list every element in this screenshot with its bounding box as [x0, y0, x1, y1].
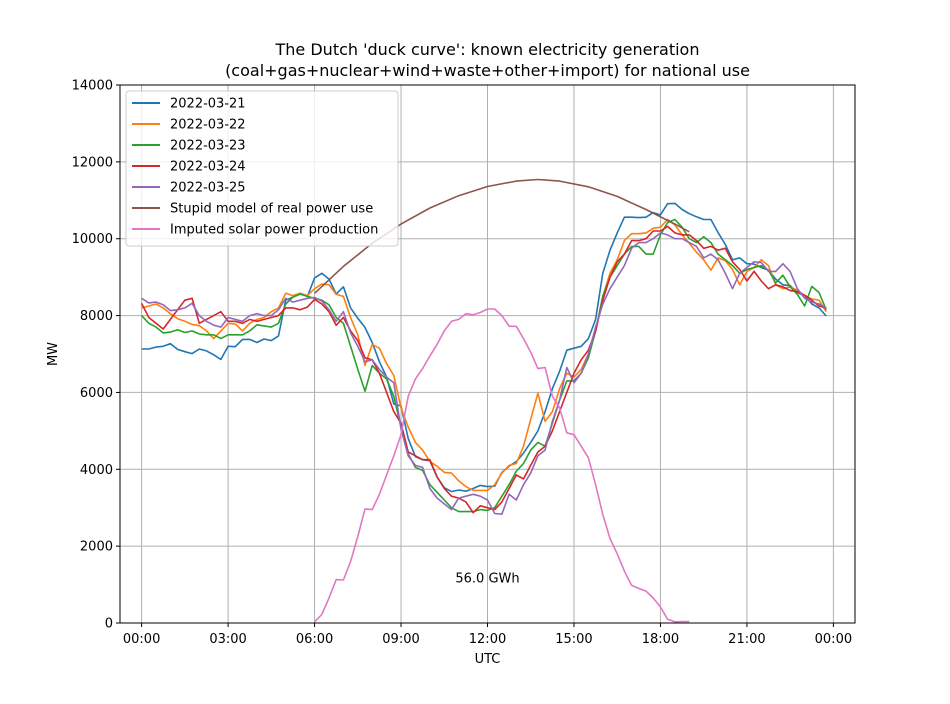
x-tick-label: 00:00 — [815, 632, 852, 647]
legend-label: 2022-03-22 — [170, 118, 246, 133]
y-axis-label: MW — [46, 342, 61, 366]
series-lines — [140, 178, 827, 623]
y-tick-label: 10000 — [72, 232, 113, 247]
series-line-1 — [141, 202, 827, 493]
x-tick-label: 18:00 — [642, 632, 679, 647]
legend-label: 2022-03-21 — [170, 97, 246, 112]
y-tick-label: 12000 — [72, 155, 113, 170]
series-line-3 — [141, 218, 827, 513]
x-tick-label: 03:00 — [209, 632, 246, 647]
energy-annotation: 56.0 GWh — [455, 572, 519, 587]
axis-ticks: 00:00 03:00 06:00 09:00 12:00 15:00 18:00 21:00… — [72, 79, 852, 648]
x-tick-label: 00:00 — [123, 632, 160, 647]
series-line-5 — [141, 232, 827, 516]
x-tick-label: 12:00 — [469, 632, 506, 647]
series-line-4 — [140, 225, 827, 514]
chart-title-line-1: The Dutch 'duck curve': known electricit… — [275, 40, 700, 59]
y-tick-label: 14000 — [72, 79, 113, 94]
x-tick-label: 15:00 — [555, 632, 592, 647]
x-tick-label: 09:00 — [382, 632, 419, 647]
chart-title: The Dutch 'duck curve': known electricit… — [225, 40, 750, 80]
legend-label: 2022-03-25 — [170, 181, 246, 196]
y-tick-label: 8000 — [80, 309, 113, 324]
legend-box — [125, 90, 399, 247]
legend-label: Stupid model of real power use — [170, 202, 373, 217]
chart-title-line-2: (coal+gas+nuclear+wind+waste+other+impor… — [225, 61, 750, 80]
y-tick-label: 0 — [105, 617, 113, 632]
legend: 2022-03-21 2022-03-22 2022-03-23 2022-03-24… — [125, 90, 399, 247]
y-tick-label: 4000 — [80, 463, 113, 478]
x-tick-label: 21:00 — [728, 632, 765, 647]
x-axis-label: UTC — [475, 652, 501, 667]
y-tick-label: 2000 — [80, 540, 113, 555]
legend-label: 2022-03-24 — [170, 160, 246, 175]
legend-label: 2022-03-23 — [170, 139, 246, 154]
x-tick-label: 06:00 — [296, 632, 333, 647]
series-line-2 — [141, 218, 827, 492]
series-line-7 — [314, 308, 690, 623]
legend-label: Imputed solar power production — [170, 223, 378, 238]
y-tick-label: 6000 — [80, 386, 113, 401]
